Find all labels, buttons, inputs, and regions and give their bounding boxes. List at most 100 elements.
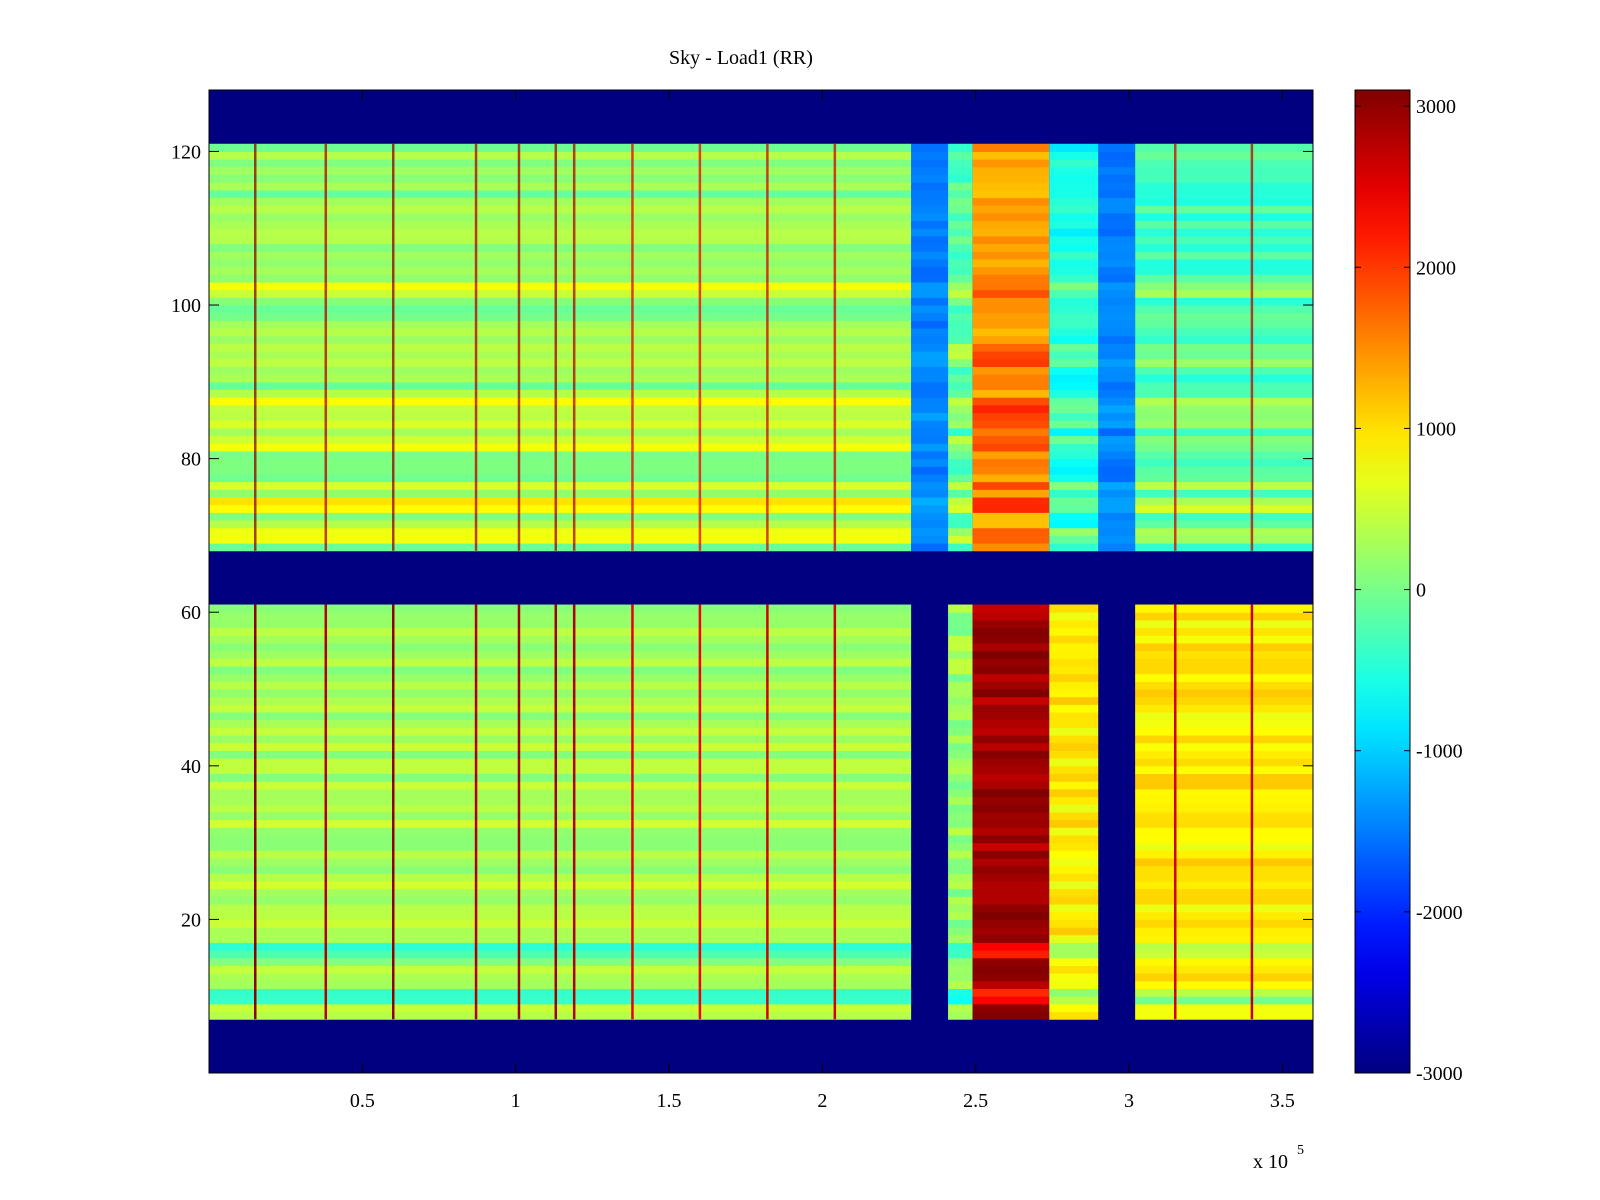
heat-cell xyxy=(1135,758,1313,767)
heat-cell xyxy=(948,189,973,199)
heat-cell xyxy=(948,212,973,222)
heat-cell xyxy=(948,950,973,959)
heat-cell xyxy=(972,512,1050,521)
heat-cell xyxy=(1098,865,1136,874)
heat-cell xyxy=(209,435,912,444)
heat-cell xyxy=(972,212,1050,222)
heat-cell xyxy=(948,351,973,360)
heat-cell xyxy=(911,881,949,890)
heat-cell xyxy=(972,320,1050,329)
heat-cell xyxy=(1135,535,1313,544)
heat-cell xyxy=(911,665,949,675)
heat-cell xyxy=(209,850,912,859)
heat-cell xyxy=(972,927,1050,936)
heat-cell xyxy=(1135,458,1313,467)
heat-cell xyxy=(1098,258,1136,268)
heat-cell xyxy=(1098,927,1136,936)
heat-cell xyxy=(972,197,1050,206)
heat-cell xyxy=(1135,305,1313,314)
heat-cell xyxy=(911,942,949,951)
heat-cell xyxy=(1049,850,1099,859)
heat-cell xyxy=(972,911,1050,920)
heat-cell xyxy=(1135,950,1313,959)
heat-cell xyxy=(1098,965,1136,974)
heat-cell xyxy=(972,619,1050,629)
heat-cell xyxy=(972,865,1050,874)
heat-cell xyxy=(209,781,912,790)
heat-cell xyxy=(209,266,912,275)
colorbar-tick-label: -2000 xyxy=(1416,902,1463,924)
heat-cell xyxy=(209,335,912,344)
heat-cell xyxy=(1049,627,1099,636)
x-axis-ticks: 0.5 1 1.5 2 2.5 3 3.5 xyxy=(350,90,1295,1112)
colorbar-ticks: -3000 -2000 -1000 0 1000 2000 3000 xyxy=(1355,96,1463,1085)
heat-cell xyxy=(1049,911,1099,920)
heat-cell xyxy=(209,973,912,982)
heat-cell xyxy=(1135,650,1313,659)
heat-cell xyxy=(209,289,912,298)
heat-cell xyxy=(1135,258,1313,268)
heat-cell xyxy=(1049,827,1099,836)
heat-cell xyxy=(911,904,949,913)
colorbar-tick-label: 1000 xyxy=(1416,418,1456,440)
heat-cell xyxy=(911,389,949,398)
heat-cell xyxy=(911,658,949,667)
heat-cell xyxy=(972,450,1050,460)
heat-cell xyxy=(948,665,973,675)
heat-cell xyxy=(1049,927,1099,936)
heat-cell xyxy=(948,473,973,483)
heat-cell xyxy=(1098,980,1136,990)
heat-cell xyxy=(1135,351,1313,360)
heat-cell xyxy=(1049,696,1099,705)
vertical-streak xyxy=(392,604,395,1020)
heat-cell xyxy=(948,604,973,613)
heat-cell xyxy=(1098,543,1136,552)
heat-cell xyxy=(972,281,1050,291)
heat-cell xyxy=(209,235,912,245)
heat-cell xyxy=(972,335,1050,344)
heat-cell xyxy=(911,497,949,506)
heat-cell xyxy=(911,212,949,222)
heat-cell xyxy=(1098,535,1136,544)
heat-cell xyxy=(1049,727,1099,736)
heat-cell xyxy=(911,996,949,1005)
heat-cell xyxy=(1049,427,1099,437)
heat-cell xyxy=(1098,266,1136,275)
heat-cell xyxy=(1135,781,1313,790)
heat-cell xyxy=(209,427,912,437)
heat-cell xyxy=(209,934,912,943)
heat-cell xyxy=(1098,274,1136,283)
heat-cell xyxy=(209,343,912,352)
vertical-streak xyxy=(324,143,328,551)
heat-cell xyxy=(1135,159,1313,168)
heat-cell xyxy=(209,351,912,360)
heat-cell xyxy=(1098,919,1136,928)
heat-cell xyxy=(972,635,1050,644)
heat-cell xyxy=(1098,343,1136,352)
heat-cell xyxy=(911,719,949,728)
heat-cell xyxy=(948,251,973,260)
heat-cell xyxy=(911,834,949,844)
heat-cell xyxy=(1049,381,1099,391)
vertical-streak xyxy=(554,604,558,1020)
heat-cell xyxy=(1098,973,1136,982)
heat-cell xyxy=(911,274,949,283)
heat-cell xyxy=(911,735,949,744)
heat-cell xyxy=(911,742,949,751)
heat-cell xyxy=(948,850,973,859)
heat-cell xyxy=(948,443,973,452)
heat-cell xyxy=(948,980,973,990)
heat-cell xyxy=(1135,497,1313,506)
heat-cell xyxy=(1049,189,1099,199)
heat-cell xyxy=(948,658,973,667)
heat-cell xyxy=(1098,143,1136,152)
heat-cell xyxy=(1098,650,1136,659)
heat-cell xyxy=(972,642,1050,652)
heat-cell xyxy=(1135,996,1313,1005)
heat-cell xyxy=(948,965,973,974)
heat-cell xyxy=(948,297,973,306)
heat-cell xyxy=(911,458,949,467)
heat-cell xyxy=(209,735,912,744)
heat-cell xyxy=(1135,220,1313,229)
heat-cell xyxy=(1049,543,1099,552)
